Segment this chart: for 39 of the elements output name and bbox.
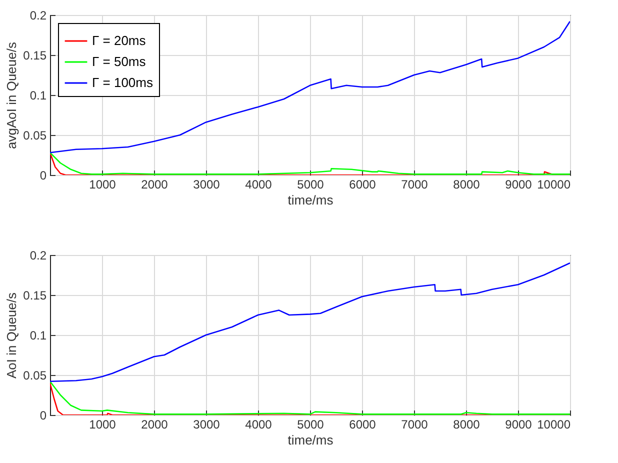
x-tick-label: 6000 (349, 418, 376, 432)
legend-label: Γ = 100ms (92, 75, 154, 90)
y-tick-label: 0.15 (23, 48, 47, 62)
x-tick-label: 8000 (453, 418, 480, 432)
x-tick-label: 2000 (141, 178, 168, 192)
x-tick-label: 1000 (89, 178, 116, 192)
line-series (50, 262, 570, 382)
x-tick-label: 2000 (141, 418, 168, 432)
y-tick-label: 0 (40, 408, 47, 422)
x-tick-label: 3000 (193, 178, 220, 192)
x-tick-label: 3000 (193, 418, 220, 432)
line-series (50, 20, 570, 154)
legend-label: Γ = 50ms (92, 54, 146, 69)
x-tick-label: 10000 (537, 178, 571, 192)
x-tick-label: 4000 (245, 178, 272, 192)
y-axis-title: AoI in Queue/s (4, 292, 20, 378)
y-tick-label: 0.05 (23, 128, 47, 142)
x-tick-label: 8000 (453, 178, 480, 192)
x-tick-label: 6000 (349, 178, 376, 192)
x-tick-label: 5000 (297, 178, 324, 192)
x-tick-label: 7000 (401, 418, 428, 432)
x-axis-title: time/ms (288, 192, 334, 208)
x-tick-label: 10000 (537, 418, 571, 432)
y-tick-label: 0.05 (23, 368, 47, 382)
legend-label: Γ = 20ms (92, 33, 146, 48)
x-tick-label: 5000 (297, 418, 324, 432)
y-tick-label: 0.1 (30, 88, 47, 102)
y-axis-title: avgAoI in Queue/s (4, 42, 20, 149)
y-tick-label: 0.1 (30, 328, 47, 342)
x-axis-title: time/ms (288, 432, 334, 448)
y-tick-label: 0.2 (30, 248, 47, 262)
y-tick-label: 0 (40, 168, 47, 182)
y-tick-label: 0.2 (30, 8, 47, 22)
x-tick-label: 1000 (89, 418, 116, 432)
x-tick-label: 4000 (245, 418, 272, 432)
x-tick-label: 9000 (505, 418, 532, 432)
x-tick-label: 9000 (505, 178, 532, 192)
y-tick-label: 0.15 (23, 288, 47, 302)
x-tick-label: 7000 (401, 178, 428, 192)
